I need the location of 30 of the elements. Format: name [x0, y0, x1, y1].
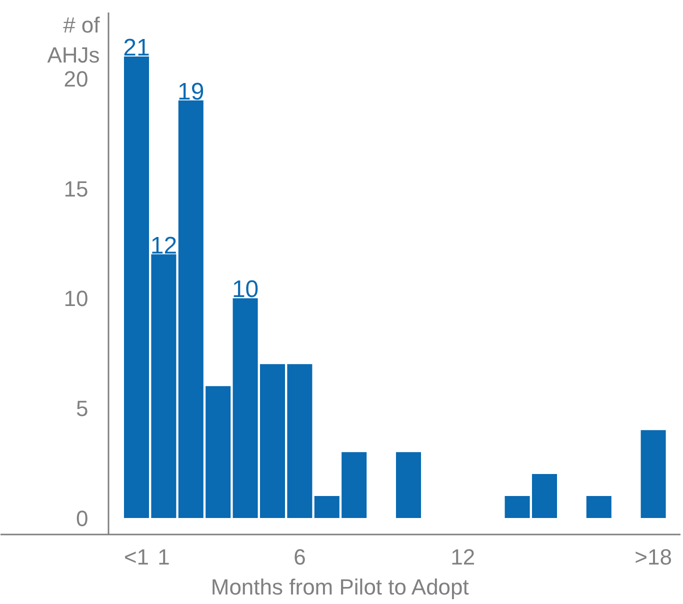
x-tick-label: >18 — [634, 544, 672, 570]
bar — [287, 364, 312, 518]
data-label: 12 — [150, 232, 178, 260]
bar — [504, 496, 530, 518]
bar — [640, 430, 666, 518]
x-axis-title: Months from Pilot to Adopt — [210, 574, 469, 600]
bar — [151, 254, 176, 518]
y-tick-label: 10 — [64, 286, 88, 312]
y-tick-label: 20 — [64, 66, 88, 92]
data-label: 21 — [123, 34, 150, 62]
bar — [206, 386, 231, 518]
bar — [124, 56, 150, 518]
bar — [532, 474, 558, 518]
x-tick-label: 12 — [450, 544, 476, 570]
x-tick-label: 1 — [158, 544, 170, 570]
bar — [260, 364, 286, 518]
bar — [396, 452, 422, 518]
bar — [586, 496, 612, 518]
bar — [314, 496, 340, 518]
bar — [232, 298, 258, 518]
y-tick-label: 15 — [64, 176, 88, 202]
x-tick-label: <1 — [124, 544, 150, 570]
y-tick-label: 5 — [76, 396, 88, 422]
y-tick-label: 0 — [76, 506, 88, 532]
bar — [342, 452, 367, 518]
x-tick-label: 6 — [294, 544, 306, 570]
data-label: 19 — [178, 78, 204, 106]
data-label: 10 — [232, 276, 259, 304]
y-axis-title: # of AHJs — [47, 12, 101, 68]
bar — [178, 100, 204, 518]
